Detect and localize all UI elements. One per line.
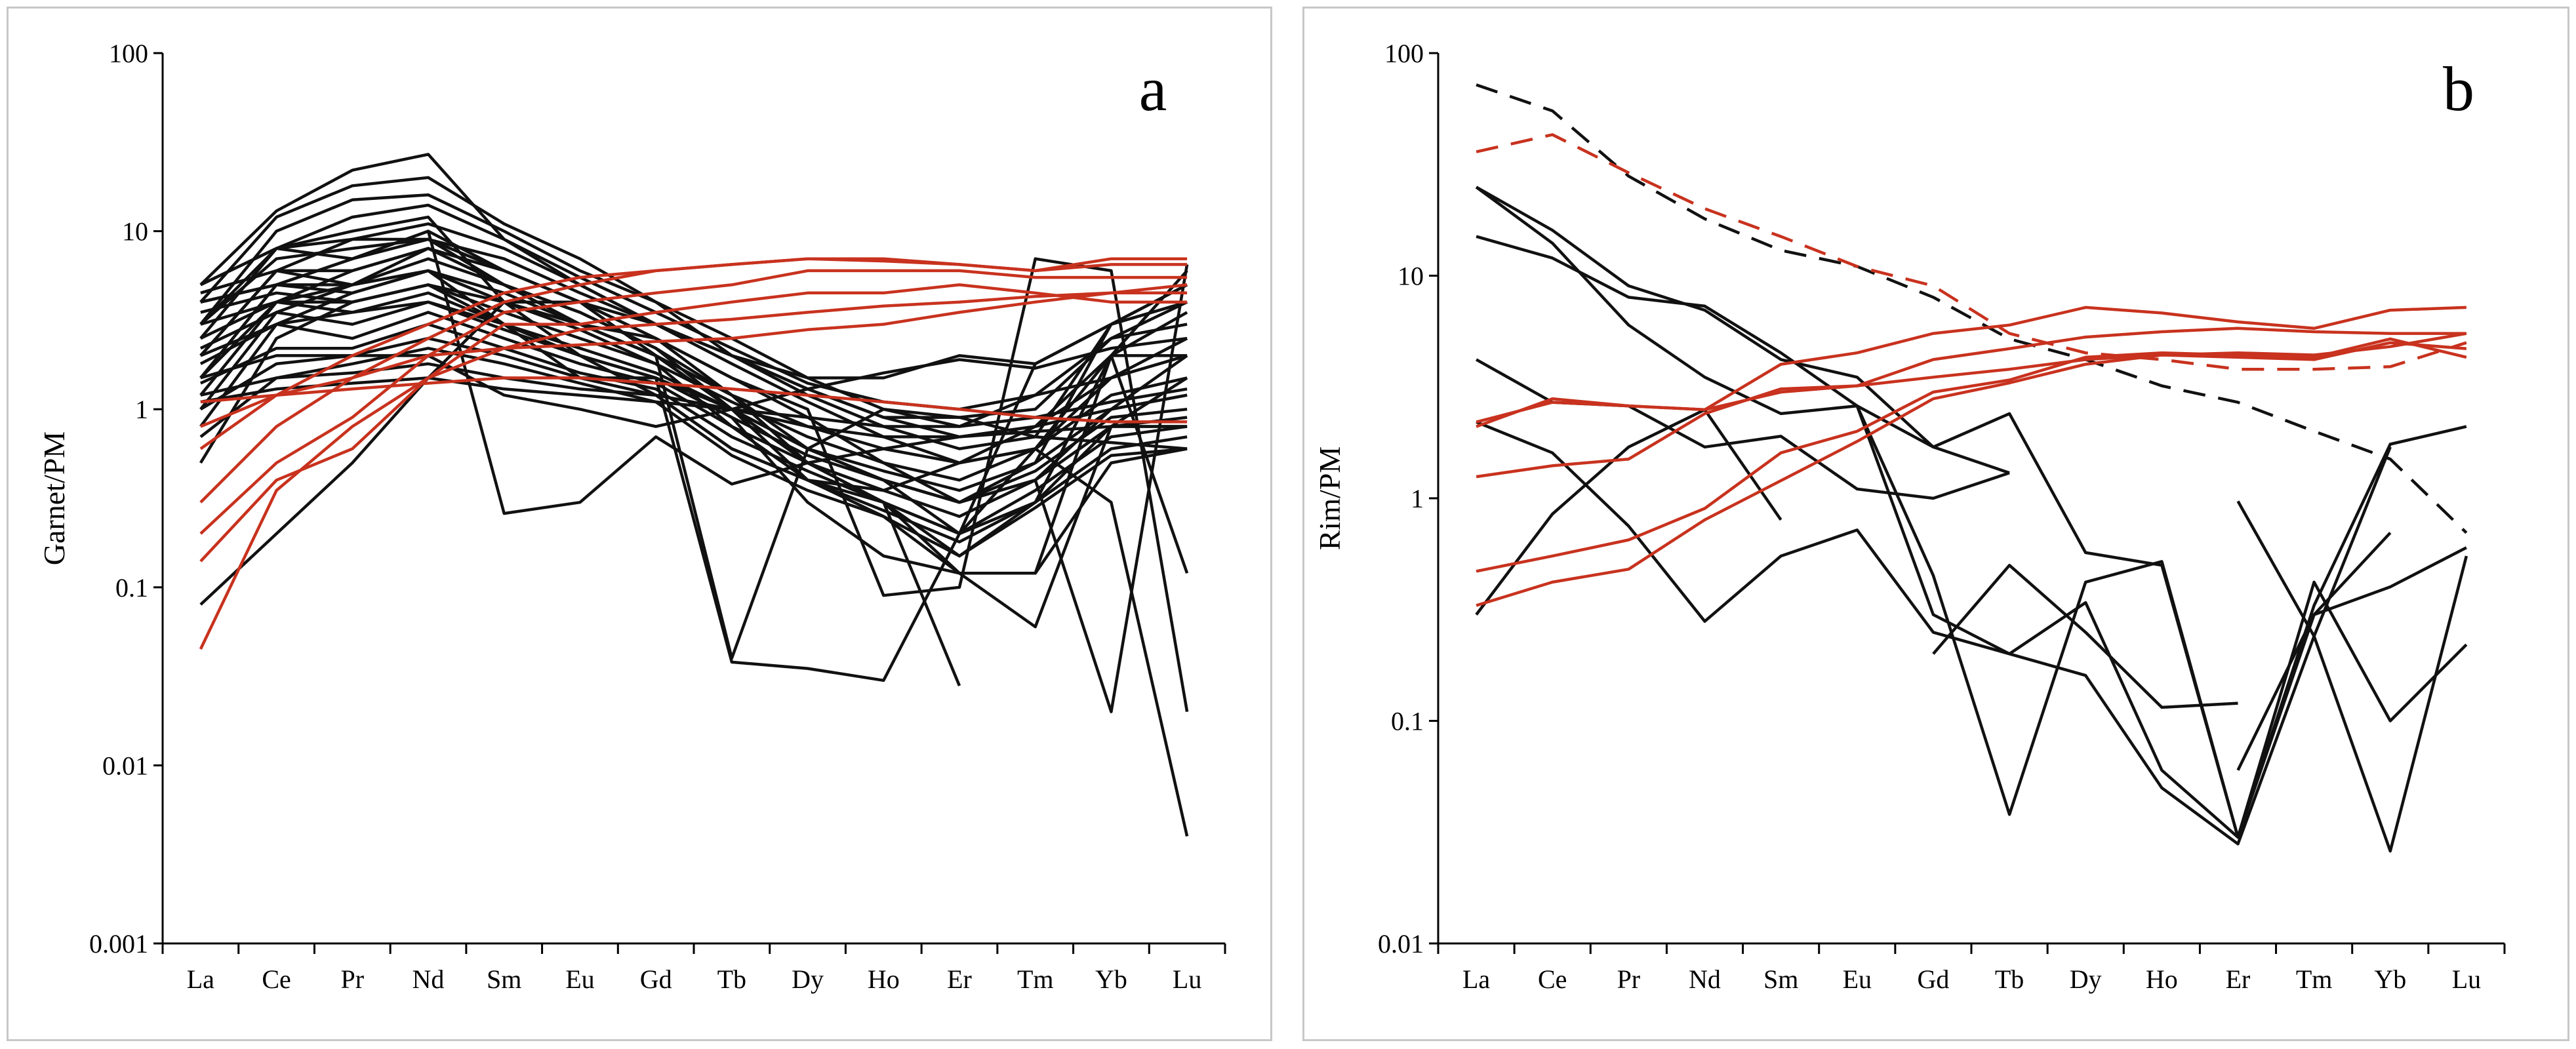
chart-a-series-a-black-31 xyxy=(199,264,1189,713)
chart-b-x-tick-label: La xyxy=(1462,964,1490,994)
chart-a-x-tick-label: Tm xyxy=(1017,964,1054,994)
chart-a-series-a-red-7 xyxy=(200,376,1188,424)
chart-b-series-b-black-2 xyxy=(1475,186,2010,475)
chart-a-x-tick-label: Nd xyxy=(413,964,445,994)
chart-a-y-tick-label: 10 xyxy=(122,217,148,247)
chart-a-x-tick-label: Lu xyxy=(1173,964,1201,994)
chart-b-y-tick-label: 10 xyxy=(1398,262,1424,291)
chart-a-series-a-black-4 xyxy=(199,203,1188,411)
chart-b-series-b-black-1 xyxy=(1475,186,2467,839)
chart-b-series-b-red-5 xyxy=(1476,341,2467,607)
chart-b-y-tick-label: 1 xyxy=(1411,484,1424,513)
chart-a-y-tick-label: 1 xyxy=(135,395,148,424)
chart-b-series-b-black-9 xyxy=(2236,446,2392,638)
chart-b-x-tick-label: Er xyxy=(2226,964,2251,994)
chart-a-series-a-red-5 xyxy=(199,257,1188,450)
chart-a-series-a-black-20 xyxy=(199,346,1188,558)
chart-b: 0.01 0.1 1 10 100 La Ce Pr Nd Sm Eu Gd Tb Dy Ho Er Tm Yb L… xyxy=(1313,39,2506,994)
chart-a-series-a-black-32 xyxy=(200,300,1189,837)
chart-a-series-a-black-30 xyxy=(200,257,1189,712)
chart-b-series-b-black-7 xyxy=(1855,405,2468,853)
chart-a-y-tick-label: 0.001 xyxy=(89,929,148,959)
chart-a-series-a-black-12 xyxy=(200,247,1188,504)
chart-a-x-tick-label: Dy xyxy=(792,964,824,994)
chart-b-x-tick-label: Lu xyxy=(2452,964,2481,994)
chart-b-y-tick-label: 100 xyxy=(1384,39,1424,68)
chart-a-series-a-red-1 xyxy=(199,291,1188,650)
chart-a-x-tick-label: Tb xyxy=(717,964,746,994)
chart-b-x-tick-label: Sm xyxy=(1763,964,1798,994)
chart-a-x-tick-label: Ho xyxy=(868,964,900,994)
chart-b-series-b-black-3 xyxy=(1476,235,2392,839)
chart-a-series-a-black-18 xyxy=(199,323,1188,536)
chart-b-x-tick-label: Eu xyxy=(1843,964,1872,994)
chart-b-series-b-black-5 xyxy=(1476,420,2468,839)
chart-b-series-b-red-2 xyxy=(1476,332,2467,424)
chart-a-x-tick-label: Ce xyxy=(262,964,291,994)
chart-b-series-b-black-8 xyxy=(2236,546,2467,771)
chart-a-series-a-black-2 xyxy=(199,176,1188,419)
panel-a: 0.001 0.01 0.1 1 10 100 La Ce Pr Nd Sm Eu Gd Tb Dy Ho Er… xyxy=(7,7,1272,1041)
chart-a-series-a-black-25 xyxy=(199,215,1188,683)
chart-a-ylabel: Garnet/PM xyxy=(37,431,71,565)
chart-a-y-tick-label: 0.01 xyxy=(102,751,148,780)
chart-b-panel-letter: b xyxy=(2443,54,2474,124)
chart-a: 0.001 0.01 0.1 1 10 100 La Ce Pr Nd Sm Eu Gd Tb Dy Ho Er… xyxy=(37,39,1226,994)
chart-a-series-a-red-3 xyxy=(199,269,1188,535)
chart-a-x-tick-label: Sm xyxy=(487,964,521,994)
chart-a-series-a-black-23 xyxy=(200,376,1188,439)
chart-a-series-a-black-15 xyxy=(200,291,1188,492)
chart-b-x-tick-label: Ho xyxy=(2146,964,2178,994)
chart-b-series-b-black-dashed xyxy=(1476,83,2468,534)
chart-b-x-tick-label: Tm xyxy=(2296,964,2333,994)
chart-b-y-tick-label: 0.01 xyxy=(1378,929,1424,959)
chart-b-ylabel: Rim/PM xyxy=(1313,446,1346,551)
chart-a-x-tick-label: La xyxy=(187,964,214,994)
chart-a-series-a-black-8 xyxy=(199,257,1188,536)
chart-b-series-b-red-4 xyxy=(1476,337,2467,573)
chart-a-series-a-black-26 xyxy=(199,237,1188,660)
chart-b-x-tick-label: Yb xyxy=(2374,964,2406,994)
chart-a-series-a-black-21 xyxy=(200,336,1188,428)
chart-a-x-tick-label: Yb xyxy=(1095,964,1127,994)
chart-b-x-tick-label: Ce xyxy=(1538,964,1567,994)
chart-b-series-b-black-4 xyxy=(1475,358,2010,500)
chart-b-x-tick-label: Nd xyxy=(1689,964,1721,994)
chart-a-panel-letter: a xyxy=(1139,54,1167,124)
chart-a-x-tick-label: Er xyxy=(947,964,972,994)
chart-a-x-tick-label: Gd xyxy=(640,964,672,994)
chart-b-x-tick-label: Gd xyxy=(1917,964,1949,994)
chart-a-y-tick-label: 0.1 xyxy=(115,573,148,603)
chart-b-series-b-red-3 xyxy=(1476,327,2466,479)
chart-b-y-tick-label: 0.1 xyxy=(1391,707,1424,736)
chart-a-y-tick-label: 100 xyxy=(109,39,148,68)
chart-b-x-tick-label: Tb xyxy=(1995,964,2024,994)
chart-a-x-tick-label: Pr xyxy=(340,964,364,994)
chart-b-series-b-black-6 xyxy=(1475,408,2238,709)
panel-b: 0.01 0.1 1 10 100 La Ce Pr Nd Sm Eu Gd Tb Dy Ho Er Tm Yb L… xyxy=(1302,7,2569,1041)
chart-b-series-b-red-1 xyxy=(1476,306,2466,428)
chart-a-x-tick-label: Eu xyxy=(565,964,594,994)
chart-a-series-a-red-2 xyxy=(199,283,1188,563)
chart-b-series-b-red-dashed xyxy=(1476,133,2467,371)
chart-a-series-a-red-6 xyxy=(200,283,1188,428)
chart-b-x-tick-label: Pr xyxy=(1617,964,1641,994)
chart-b-x-tick-label: Dy xyxy=(2070,964,2102,994)
